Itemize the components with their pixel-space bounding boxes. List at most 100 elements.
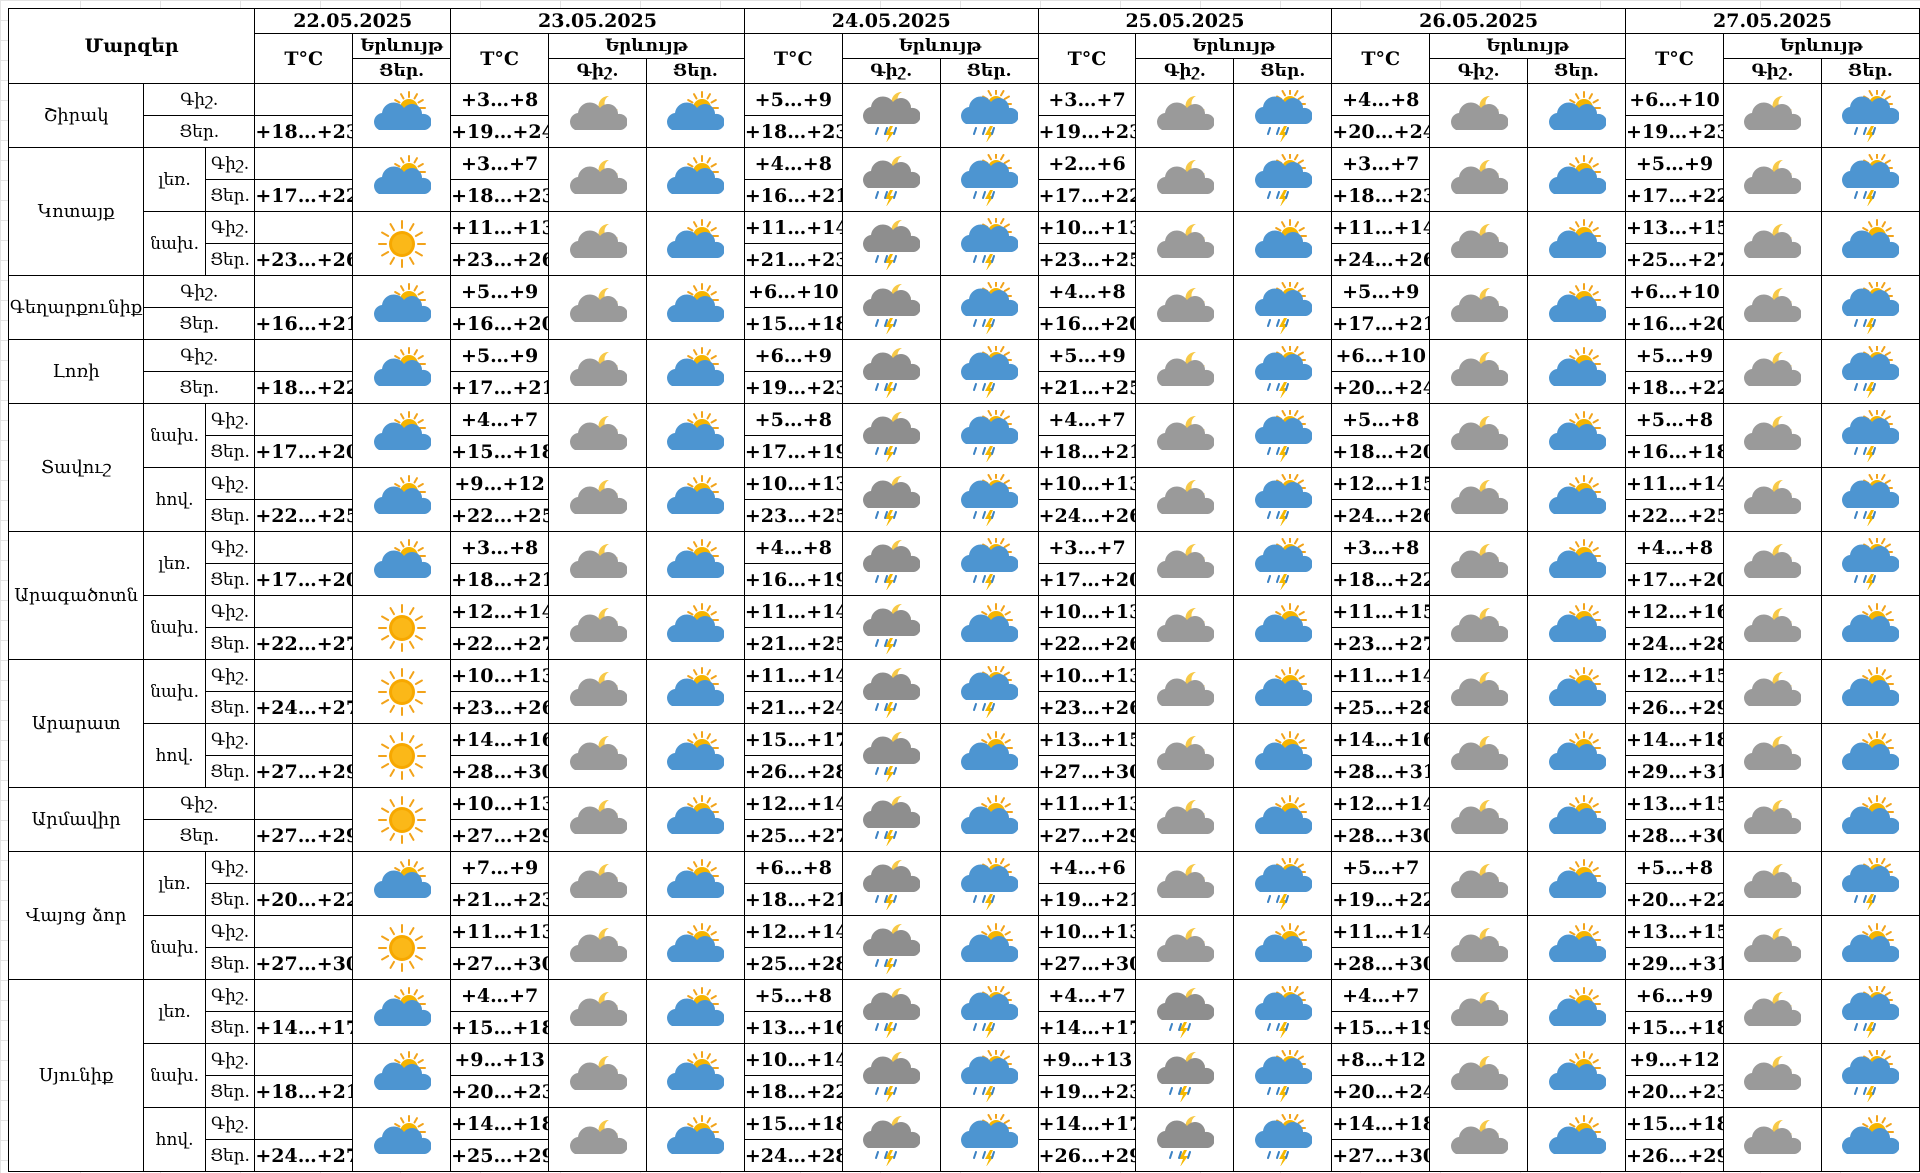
zone-label: նախ. xyxy=(143,403,206,468)
table-row: Ցեր. +22…+25 +22…+25 +23…+25 +24…+26 +24…+26 +… xyxy=(9,499,1920,532)
rain-thunder-day-icon xyxy=(939,467,1039,532)
temp-day: +20…+22 xyxy=(1625,883,1724,916)
sunny-icon xyxy=(352,915,452,980)
partly-cloudy-day-icon xyxy=(645,979,745,1044)
cloudy-night-icon xyxy=(1722,1107,1822,1172)
temp-day: +15…+18 xyxy=(1625,1011,1724,1044)
temp-night: +3…+8 xyxy=(1331,531,1431,564)
cloudy-night-icon xyxy=(1429,1107,1529,1172)
cloudy-night-icon xyxy=(1135,83,1235,148)
header-row-daypart: Ցեր. Գիշ. Ցեր. Գիշ. Ցեր. Գիշ. Ցեր. Գիշ. Ցեր. Գիշ.… xyxy=(9,58,1920,84)
zone-label: նախ. xyxy=(143,595,206,660)
temp-night: +14…+16 xyxy=(450,723,550,756)
temp-night: +13…+15 xyxy=(1037,723,1137,756)
day-header: Ցեր. xyxy=(1233,58,1333,84)
thunderstorm-icon xyxy=(841,787,941,852)
temp-night: +4…+8 xyxy=(743,147,843,180)
cloudy-night-icon xyxy=(1722,787,1822,852)
table-row: նախ. Գիշ. +9…+13 +10…+14 +9…+13 +8…+12 +9…+12 xyxy=(9,1043,1920,1108)
temp-day: +18…+21 xyxy=(254,1075,354,1108)
temp-day: +27…+30 xyxy=(1037,755,1137,788)
day-label: Ցեր. xyxy=(143,307,256,340)
partly-cloudy-day-icon xyxy=(1527,275,1627,340)
partly-cloudy-day-icon xyxy=(352,467,452,532)
temp-night: +4…+8 xyxy=(1331,83,1431,116)
temp-night: +15…+18 xyxy=(743,1107,843,1140)
day-label: Ցեր. xyxy=(204,627,256,660)
temp-night: +3…+8 xyxy=(450,531,550,564)
temp-day: +22…+27 xyxy=(254,627,354,660)
temp-day: +24…+26 xyxy=(1331,243,1431,276)
temp-night: +2…+6 xyxy=(1037,147,1137,180)
region-name: Շիրակ xyxy=(7,83,145,148)
partly-cloudy-day-icon xyxy=(1233,787,1333,852)
temp-day: +19…+23 xyxy=(1037,115,1137,148)
zone-label: նախ. xyxy=(143,915,206,980)
rain-thunder-day-icon xyxy=(939,147,1039,212)
partly-cloudy-day-icon xyxy=(645,1107,745,1172)
temp-day: +17…+20 xyxy=(1037,563,1137,596)
weather-header: Երևույթ xyxy=(548,33,745,59)
partly-cloudy-day-icon xyxy=(1527,147,1627,212)
date-header: 23.05.2025 xyxy=(450,8,745,34)
temp-night xyxy=(254,467,354,500)
table-row: նախ. Գիշ. +12…+14 +11…+14 +10…+13 +11…+15 +12…… xyxy=(9,595,1920,660)
temp-night: +6…+10 xyxy=(1625,83,1724,116)
rain-thunder-day-icon xyxy=(1233,979,1333,1044)
temp-day: +23…+26 xyxy=(450,691,550,724)
temp-day: +27…+29 xyxy=(1037,819,1137,852)
temp-night: +5…+7 xyxy=(1331,851,1431,884)
partly-cloudy-day-icon xyxy=(1233,659,1333,724)
cloudy-night-icon xyxy=(1722,659,1822,724)
temp-day: +25…+28 xyxy=(1331,691,1431,724)
cloudy-night-icon xyxy=(1722,595,1822,660)
weather-header: Երևույթ xyxy=(1722,33,1920,59)
cloudy-night-icon xyxy=(548,851,647,916)
temp-night xyxy=(254,1043,354,1076)
zone-label: հով. xyxy=(143,1107,206,1172)
temp-day: +24…+26 xyxy=(1331,499,1431,532)
rain-thunder-day-icon xyxy=(1820,1043,1920,1108)
rain-thunder-day-icon xyxy=(939,339,1039,404)
temp-night: +13…+15 xyxy=(1625,211,1724,244)
table-row: Տավուշ նախ. Գիշ. +4…+7 +5…+8 +4…+7 +5…+8 +5…+8 xyxy=(7,403,1920,532)
rain-thunder-day-icon xyxy=(1820,531,1920,596)
temp-day: +23…+26 xyxy=(450,243,550,276)
zone-label: լեռ. xyxy=(143,147,206,212)
table-row: հով. Գիշ. +14…+18 +15…+18 +14…+17 +14…+18 +15…… xyxy=(9,1107,1920,1172)
temp-night xyxy=(254,595,354,628)
temp-day: +18…+20 xyxy=(1331,435,1431,468)
temp-day: +28…+30 xyxy=(1331,819,1431,852)
partly-cloudy-day-icon xyxy=(1820,595,1920,660)
cloudy-night-icon xyxy=(1429,339,1529,404)
temp-night xyxy=(254,83,354,116)
temp-day: +23…+26 xyxy=(254,243,354,276)
cloudy-night-icon xyxy=(1722,211,1822,276)
partly-cloudy-day-icon xyxy=(1233,595,1333,660)
night-label: Գիշ. xyxy=(204,531,256,564)
temp-header: T°C xyxy=(254,33,354,84)
temp-header: T°C xyxy=(450,33,550,84)
temp-day: +17…+22 xyxy=(254,179,354,212)
temp-night: +4…+7 xyxy=(1331,979,1431,1012)
temp-night: +13…+15 xyxy=(1625,915,1724,948)
temp-night: +4…+6 xyxy=(1037,851,1137,884)
temp-night xyxy=(254,659,354,692)
day-label: Ցեր. xyxy=(204,1075,256,1108)
temp-day: +20…+24 xyxy=(1331,371,1431,404)
table-row: Արարատ նախ. Գիշ. +10…+13 +11…+14 +10…+13 +11…+… xyxy=(7,659,1920,788)
temp-night xyxy=(254,147,354,180)
table-row: Ցեր. +27…+30 +27…+30 +25…+28 +27…+30 +28…+30 +… xyxy=(9,947,1920,980)
temp-day: +24…+27 xyxy=(254,691,354,724)
cloudy-night-icon xyxy=(1722,403,1822,468)
day-label: Ցեր. xyxy=(204,883,256,916)
temp-night: +3…+7 xyxy=(1037,531,1137,564)
cloudy-night-icon xyxy=(1722,83,1822,148)
rain-thunder-day-icon xyxy=(1233,467,1333,532)
temp-day: +27…+29 xyxy=(450,819,550,852)
temp-night: +10…+13 xyxy=(1037,915,1137,948)
temp-header: T°C xyxy=(743,33,843,84)
temp-day: +16…+20 xyxy=(1625,307,1724,340)
sunny-icon xyxy=(352,211,452,276)
temp-night xyxy=(254,723,354,756)
